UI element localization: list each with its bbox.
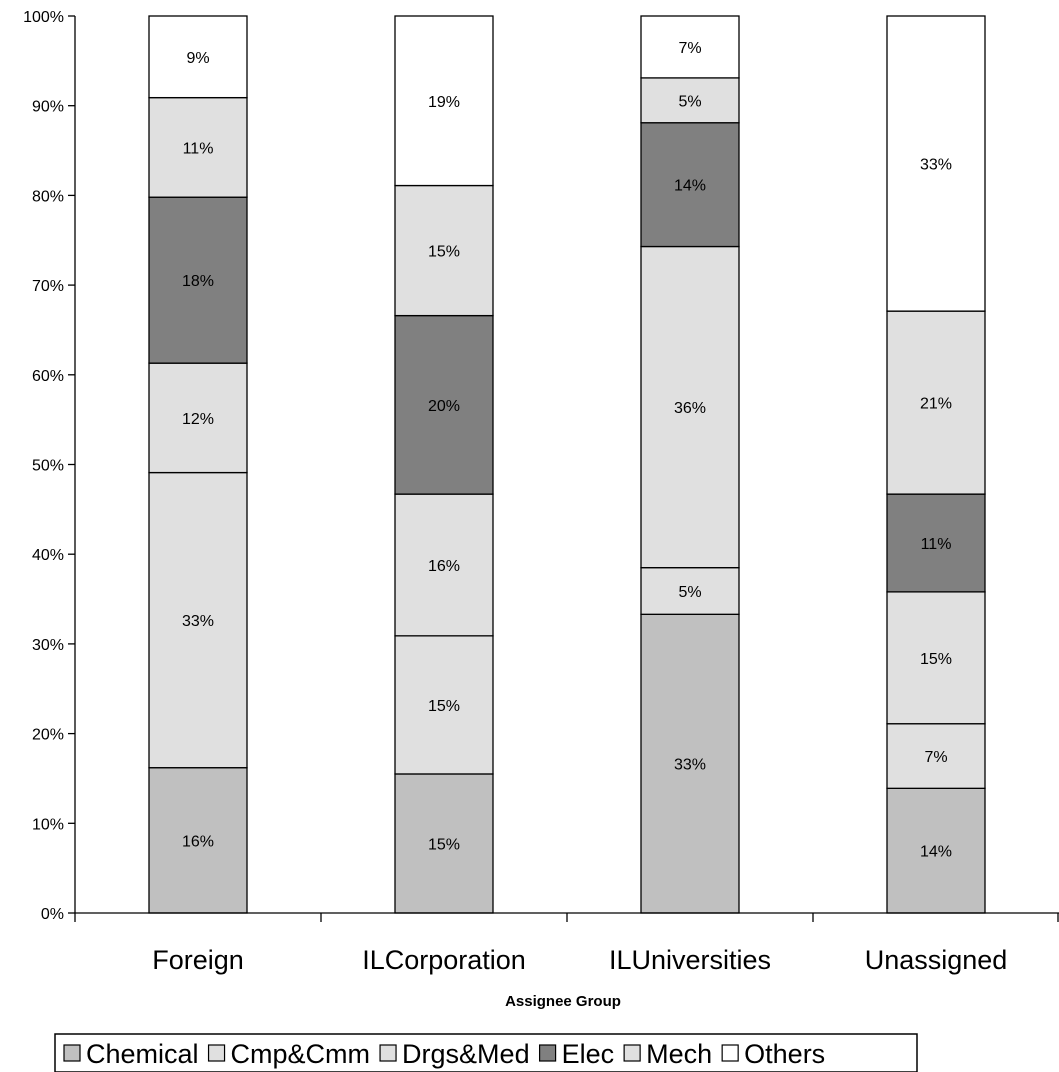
bar-segment-unassigned-drgsmed [886, 591, 986, 725]
bar-segment-foreign-others [148, 15, 248, 99]
data-label: 36% [674, 400, 706, 417]
data-label: 16% [182, 833, 214, 850]
data-label: 12% [182, 411, 214, 428]
data-label: 9% [186, 50, 209, 67]
data-label: 21% [920, 396, 952, 413]
data-label: 11% [183, 140, 214, 157]
x-tick-label: Unassigned [865, 945, 1008, 975]
data-label: 14% [920, 844, 952, 861]
legend-swatch [623, 1044, 641, 1062]
bar-segment-ilcorporation-cmpcmm [394, 635, 494, 775]
bar-segment-ilcorporation-mech [394, 184, 494, 317]
legend-label: Elec [562, 1039, 615, 1069]
bar-segment-unassigned-others [886, 15, 986, 312]
bar-segment-iluniversities-chemical [640, 613, 740, 914]
y-tick-label: 90% [32, 99, 64, 116]
bar-segment-ilcorporation-others [394, 15, 494, 187]
bar-segment-unassigned-cmpcmm [886, 723, 986, 789]
data-label: 15% [428, 244, 460, 261]
bar-segment-iluniversities-elec [640, 122, 740, 248]
legend-label: Drgs&Med [402, 1039, 530, 1069]
legend-label: Mech [646, 1039, 712, 1069]
bar-segment-foreign-cmpcmm [148, 471, 248, 769]
bar-segment-foreign-chemical [148, 767, 248, 914]
data-label: 15% [428, 698, 460, 715]
legend-swatch [379, 1044, 397, 1062]
y-tick-label: 40% [32, 547, 64, 564]
data-label: 5% [678, 584, 701, 601]
data-label: 11% [921, 536, 952, 553]
y-tick-label: 60% [32, 368, 64, 385]
data-label: 18% [182, 273, 214, 290]
data-label: 33% [920, 157, 952, 174]
data-label: 19% [428, 94, 460, 111]
bar-segment-unassigned-mech [886, 310, 986, 495]
y-tick-label: 20% [32, 727, 64, 744]
data-label: 7% [924, 749, 947, 766]
x-tick-label: ILCorporation [362, 945, 526, 975]
bar-segment-foreign-mech [148, 96, 248, 198]
bar-segment-ilcorporation-drgsmed [394, 493, 494, 637]
legend-swatch [721, 1044, 739, 1062]
data-label: 14% [674, 178, 706, 195]
data-label: 15% [428, 836, 460, 853]
y-tick-label: 100% [23, 9, 64, 26]
x-tick-label: ILUniversities [609, 945, 771, 975]
data-label: 5% [678, 93, 701, 110]
bar-segment-iluniversities-others [640, 15, 740, 79]
legend-box [54, 1033, 918, 1072]
bar-segment-foreign-elec [148, 196, 248, 364]
legend-label: Others [744, 1039, 825, 1069]
y-tick-label: 0% [41, 906, 64, 923]
axes-group: 0% 10% 20% 30% 40% 50% 60% 70% 80% 90% 100% Foreign… [23, 9, 1059, 1010]
bar-segment-iluniversities-drgsmed [640, 245, 740, 569]
y-tick-label: 70% [32, 278, 64, 295]
x-axis-title: Assignee Group [505, 993, 621, 1010]
data-label: 15% [920, 651, 952, 668]
data-label: 33% [674, 757, 706, 774]
bar-segment-iluniversities-mech [640, 77, 740, 124]
y-tick-label: 50% [32, 458, 64, 475]
legend: Chemical Cmp&Cmm Drgs&Med Elec Mech Others [54, 1033, 918, 1072]
legend-swatch [207, 1044, 226, 1062]
legend-label: Chemical [86, 1039, 199, 1069]
legend-swatch [538, 1044, 557, 1062]
data-label: 16% [428, 558, 460, 575]
legend-label: Cmp&Cmm [231, 1039, 371, 1069]
bar-segment-unassigned-chemical [886, 787, 986, 914]
y-tick-label: 30% [32, 637, 64, 654]
bars-group: 16% 33% 12% 18% 11% 9% 15% 15% 16% 20% 15% 19% 33% 5%… [148, 15, 986, 914]
x-tick-label: Foreign [152, 945, 244, 975]
y-tick-label: 10% [32, 816, 64, 833]
data-label: 20% [428, 398, 460, 415]
y-tick-label: 80% [32, 188, 64, 205]
legend-swatch [63, 1044, 81, 1062]
data-label: 7% [678, 40, 701, 57]
bar-segment-ilcorporation-elec [394, 314, 494, 495]
data-label: 33% [182, 613, 214, 630]
